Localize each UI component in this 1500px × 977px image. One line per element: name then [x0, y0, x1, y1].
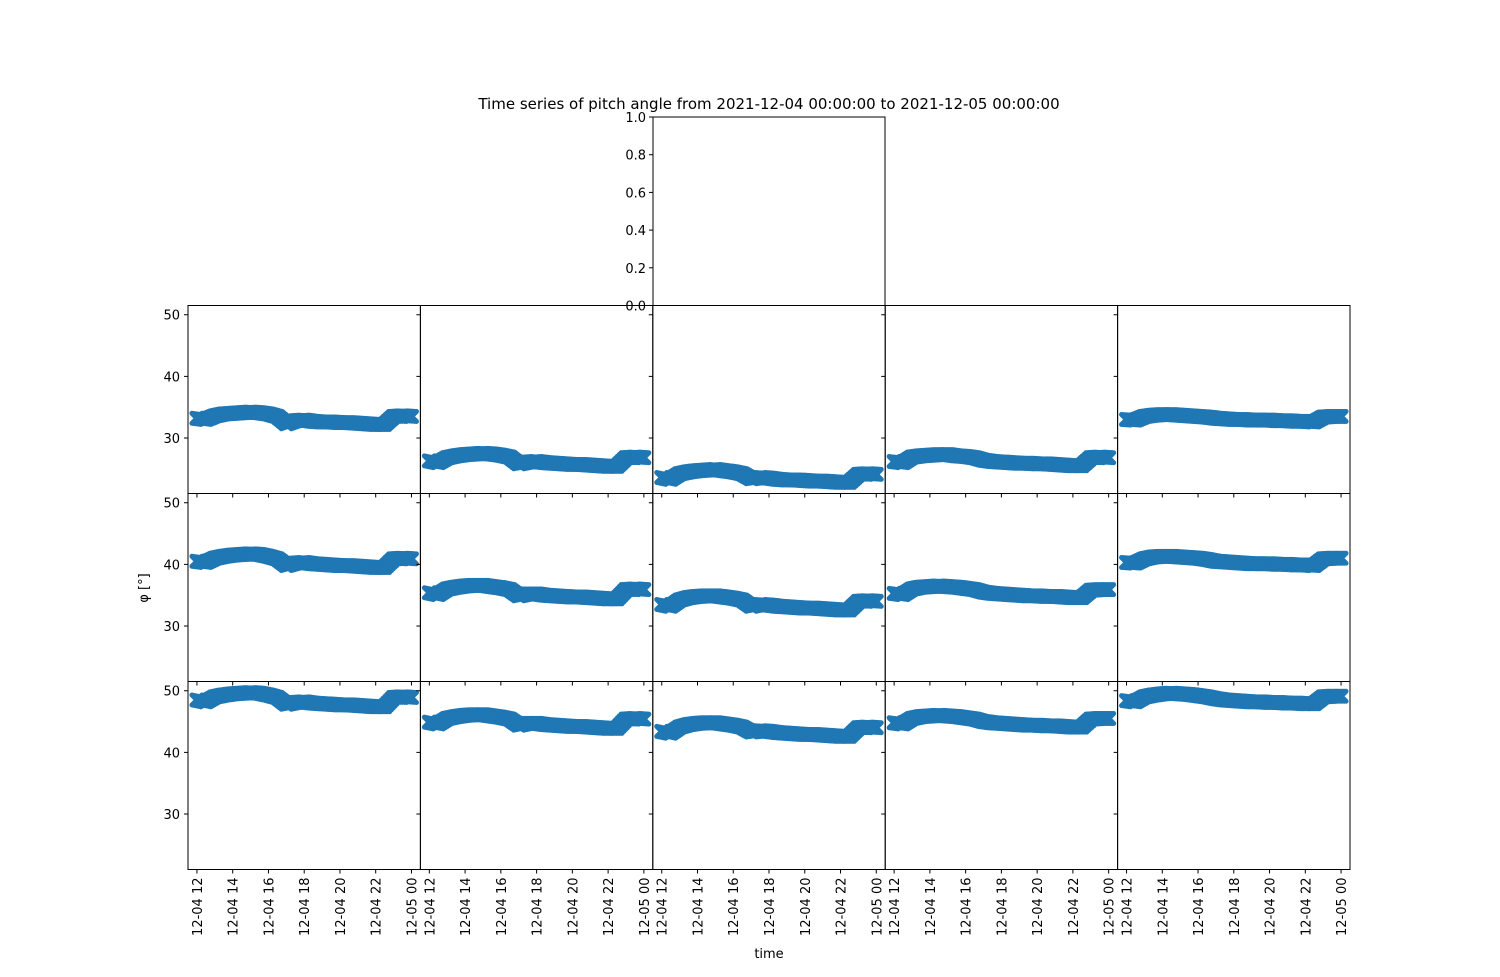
series-markers [189, 546, 419, 575]
series-markers [886, 707, 1117, 735]
panel-r0-c2 [648, 305, 886, 498]
series-markers [1119, 407, 1349, 430]
series-markers [1119, 685, 1349, 712]
xtick-label: 12-04 20 [799, 878, 814, 936]
series-markers [654, 715, 884, 744]
data-point [636, 450, 652, 466]
series-markers [189, 404, 419, 432]
ytick-label: 30 [163, 432, 180, 447]
data-point [403, 690, 419, 706]
panel-r0-c4 [1113, 305, 1351, 498]
top-panel-ytick-label: 1.0 [625, 111, 646, 126]
series-markers [421, 577, 652, 607]
xtick-label: 12-04 20 [334, 878, 349, 936]
xtick-label: 12-04 22 [1067, 878, 1082, 936]
top-panel-ytick-label: 0.2 [625, 262, 646, 277]
series-markers [886, 578, 1117, 606]
data-point [636, 582, 652, 598]
x-axis-label: time [754, 947, 783, 962]
panel-r1-c3 [881, 493, 1119, 686]
panel-r0-c1 [416, 305, 654, 498]
xtick-label: 12-04 16 [960, 878, 975, 936]
panel-r2-c4: 12-04 12 12-04 14 12-04 16 12-04 18 12-04 20… [1113, 681, 1351, 936]
xtick-label: 12-04 22 [835, 878, 850, 936]
series-markers [654, 461, 884, 490]
ytick-label: 50 [163, 685, 180, 700]
xtick-label: 12-05 00 [638, 878, 653, 936]
xtick-label: 12-04 12 [1121, 878, 1136, 936]
xtick-label: 12-04 14 [1156, 878, 1171, 936]
data-point [1333, 550, 1349, 566]
top-panel-ytick-label: 0.4 [625, 224, 646, 239]
xtick-label: 12-04 20 [1264, 878, 1279, 936]
y-axis-label: φ [°] [137, 573, 152, 602]
top-panel-ytick-label: 0.8 [625, 149, 646, 164]
panel-r0-c3 [881, 305, 1119, 498]
xtick-label: 12-04 16 [1192, 878, 1207, 936]
top-panel-ytick-label: 0.0 [625, 300, 646, 315]
xtick-label: 12-04 20 [566, 878, 581, 936]
xtick-label: 12-04 18 [1228, 878, 1243, 936]
data-point [403, 551, 419, 567]
xtick-label: 12-04 22 [1299, 878, 1314, 936]
xtick-label: 12-04 22 [602, 878, 617, 936]
data-point [868, 466, 884, 482]
xtick-label: 12-04 16 [495, 878, 510, 936]
figure-title: Time series of pitch angle from 2021-12-… [477, 95, 1059, 113]
xtick-label: 12-05 00 [1103, 878, 1118, 936]
xtick-label: 12-04 18 [531, 878, 546, 936]
ytick-label: 30 [163, 620, 180, 635]
panel-r2-c0: 30 40 50 12-04 12 12-04 14 12-04 16 12-04 18 12… [163, 681, 421, 936]
xtick-label: 12-04 14 [227, 878, 242, 936]
data-point [1333, 408, 1349, 424]
xtick-label: 12-05 00 [405, 878, 420, 936]
xtick-label: 12-04 16 [262, 878, 277, 936]
data-point [1101, 450, 1117, 466]
series-markers [421, 707, 652, 736]
data-point [1101, 710, 1117, 726]
data-point [1333, 688, 1349, 704]
xtick-label: 12-04 12 [656, 878, 671, 936]
xtick-label: 12-04 18 [763, 878, 778, 936]
series-markers [1119, 548, 1349, 574]
data-point [868, 720, 884, 736]
ytick-label: 30 [163, 808, 180, 823]
ytick-label: 40 [163, 746, 180, 761]
xtick-label: 12-05 00 [870, 878, 885, 936]
panel-r1-c1 [416, 493, 654, 686]
xtick-label: 12-04 18 [298, 878, 313, 936]
panel-r0-c0: 30 40 50 [163, 305, 421, 498]
xtick-label: 12-04 12 [888, 878, 903, 936]
panel-r2-c1: 12-04 12 12-04 14 12-04 16 12-04 18 12-04 20… [416, 681, 654, 936]
ytick-label: 50 [163, 497, 180, 512]
xtick-label: 12-05 00 [1335, 878, 1350, 936]
series-markers [886, 447, 1117, 474]
series-markers [654, 588, 884, 618]
xtick-label: 12-04 14 [691, 878, 706, 936]
xtick-label: 12-04 22 [370, 878, 385, 936]
xtick-label: 12-04 12 [191, 878, 206, 936]
xtick-label: 12-04 20 [1031, 878, 1046, 936]
panel-r2-c2: 12-04 12 12-04 14 12-04 16 12-04 18 12-04 20… [648, 681, 886, 936]
data-point [1101, 582, 1117, 598]
series-markers [189, 685, 419, 715]
data-point [403, 408, 419, 424]
xtick-label: 12-04 14 [924, 878, 939, 936]
ytick-label: 40 [163, 558, 180, 573]
plot-layer: 0.0 0.2 0.4 0.6 0.8 1.0 30 40 50 30 40 50 30 40 50 12-0… [163, 111, 1351, 936]
top-panel-ytick-label: 0.6 [625, 186, 646, 201]
xtick-label: 12-04 14 [459, 878, 474, 936]
data-point [636, 711, 652, 727]
xtick-label: 12-04 18 [995, 878, 1010, 936]
series-markers [421, 445, 652, 474]
panel-r2-c3: 12-04 12 12-04 14 12-04 16 12-04 18 12-04 20… [881, 681, 1119, 936]
xtick-label: 12-04 12 [423, 878, 438, 936]
data-point [868, 593, 884, 609]
ytick-label: 50 [163, 309, 180, 324]
xtick-label: 12-04 16 [727, 878, 742, 936]
ytick-label: 40 [163, 370, 180, 385]
panel-r1-c4 [1113, 493, 1351, 686]
